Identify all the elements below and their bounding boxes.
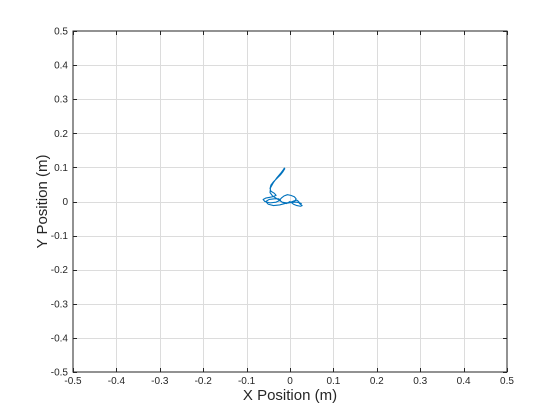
x-tick-label: 0.5	[500, 376, 514, 387]
x-tick-label: -0.1	[238, 376, 256, 387]
y-tick-labels: -0.5 -0.4 -0.3 -0.2 -0.1 0 0.1 0.2 0.3 0.4 0.5	[51, 27, 69, 379]
y-tick-label: 0.3	[54, 95, 68, 106]
x-tick-label: 0.3	[413, 376, 427, 387]
x-tick-label: -0.2	[195, 376, 213, 387]
x-tick-label: 0	[287, 376, 293, 387]
y-tick-label: -0.3	[51, 299, 69, 310]
x-tick-label: 0.1	[326, 376, 340, 387]
x-tick-label: -0.4	[108, 376, 126, 387]
x-tick-label: -0.5	[64, 376, 82, 387]
y-tick-label: -0.1	[51, 231, 69, 242]
y-tick-label: 0.2	[54, 129, 68, 140]
x-tick-label: -0.3	[151, 376, 169, 387]
y-tick-label: -0.4	[51, 333, 69, 344]
y-tick-label: -0.2	[51, 265, 69, 276]
x-tick-label: 0.4	[457, 376, 471, 387]
tick-marks	[73, 31, 508, 373]
y-axis-label: Y Position (m)	[34, 155, 51, 249]
y-tick-label: 0.1	[54, 163, 68, 174]
y-tick-label: -0.5	[51, 368, 69, 379]
grid-lines	[73, 31, 507, 372]
y-tick-label: 0.5	[54, 27, 68, 38]
x-tick-label: 0.2	[370, 376, 384, 387]
axes-frame	[72, 30, 508, 373]
y-tick-label: 0.4	[54, 61, 68, 72]
x-axis-label: X Position (m)	[243, 387, 337, 404]
y-tick-label: 0	[62, 197, 68, 208]
trajectory-line	[262, 167, 303, 207]
x-tick-labels: -0.5 -0.4 -0.3 -0.2 -0.1 0 0.1 0.2 0.3 0.4 0.5	[64, 376, 514, 387]
